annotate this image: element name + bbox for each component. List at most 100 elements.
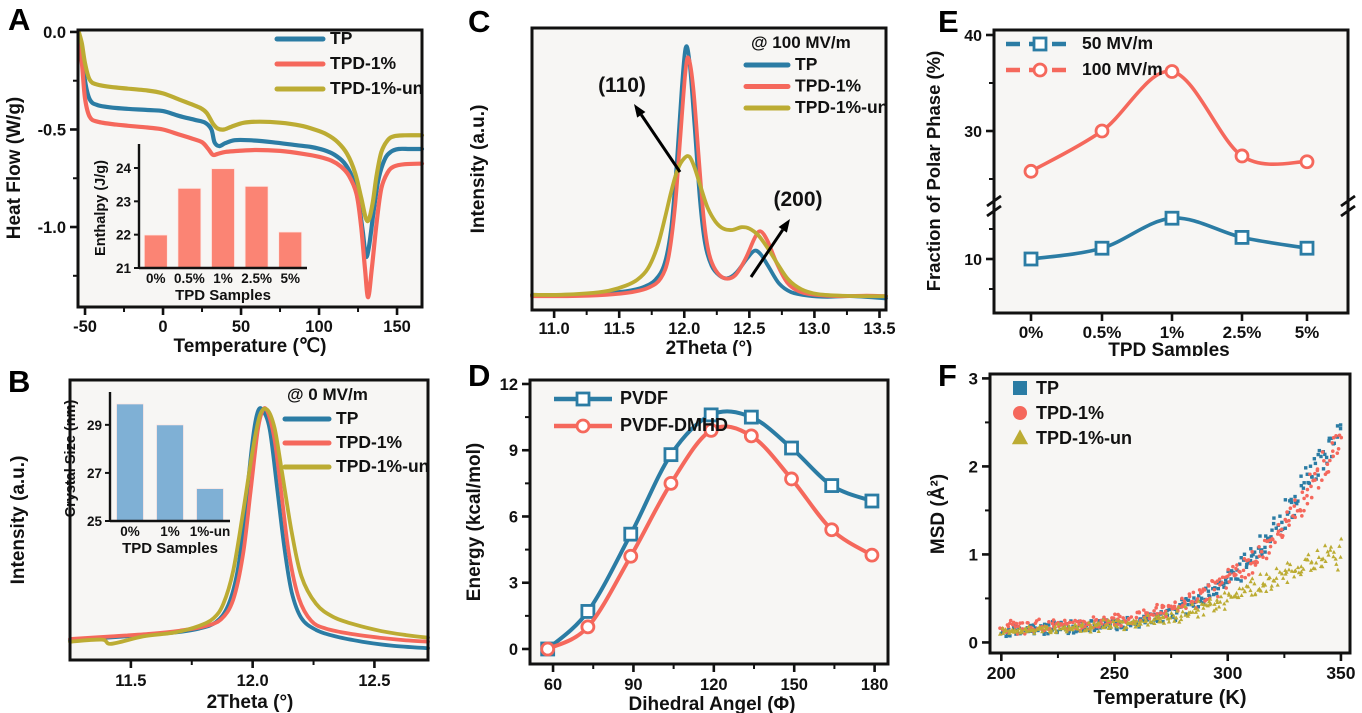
axis-break-mark — [986, 204, 1002, 218]
scatter-point — [1082, 620, 1087, 624]
scatter-point — [1111, 616, 1116, 620]
scatter-point — [1308, 567, 1313, 572]
scatter-point — [1102, 625, 1107, 630]
scatter-point — [1213, 606, 1219, 611]
scatter-point — [1283, 498, 1288, 502]
scatter-point — [1079, 623, 1085, 628]
marker-circle — [1164, 64, 1180, 79]
scatter-point — [1172, 618, 1177, 623]
scatter-point — [1218, 594, 1224, 599]
scatter-point — [1211, 586, 1215, 591]
scatter-point — [1255, 555, 1259, 559]
scatter-point — [1335, 451, 1340, 455]
y-tick-label: 0 — [969, 633, 978, 652]
scatter-point — [1031, 623, 1036, 627]
scatter-point — [1293, 568, 1298, 573]
x-tick-label: 150 — [780, 676, 808, 694]
inset-bar — [196, 488, 224, 522]
scatter-point — [1000, 631, 1006, 636]
x-tick-label: 150 — [383, 318, 411, 336]
scatter-point — [1216, 604, 1222, 609]
scatter-point — [1218, 599, 1223, 604]
scatter-point — [1267, 575, 1272, 580]
scatter-point — [1167, 607, 1171, 612]
legend-label: TP — [795, 54, 818, 74]
y-axis-label: Fraction of Polar Phase (%) — [923, 51, 944, 292]
y-tick-label: 30 — [964, 124, 982, 141]
scatter-point — [1222, 601, 1227, 606]
scatter-point — [1006, 624, 1011, 629]
scatter-point — [1182, 604, 1188, 608]
scatter-point — [1161, 620, 1165, 624]
scatter-point — [1289, 568, 1295, 573]
inset-y-tick-label: 25 — [87, 514, 103, 529]
inset-y-tick-label: 22 — [116, 228, 131, 243]
scatter-point — [1051, 618, 1056, 622]
scatter-point — [1007, 628, 1012, 633]
scatter-point — [1008, 618, 1013, 623]
scatter-point — [1292, 504, 1297, 508]
scatter-point — [1121, 616, 1125, 620]
scatter-point — [1161, 604, 1166, 609]
scatter-point — [1246, 572, 1251, 577]
scatter-point — [1285, 510, 1289, 514]
scatter-point — [1213, 586, 1217, 590]
scatter-point — [1121, 625, 1125, 629]
scatter-point — [1266, 536, 1270, 540]
scatter-point — [1142, 615, 1147, 620]
scatter-point — [1133, 624, 1138, 629]
scatter-point — [1339, 435, 1344, 440]
scatter-point — [1114, 621, 1118, 625]
legend-label: TPD-1% — [1036, 403, 1104, 423]
scatter-point — [1060, 622, 1065, 627]
scatter-point — [1325, 462, 1330, 467]
scatter-point — [1197, 588, 1202, 592]
scatter-point — [1239, 574, 1244, 579]
y-tick-label: 10 — [964, 252, 982, 269]
scatter-point — [1017, 626, 1022, 631]
scatter-point — [1289, 497, 1293, 502]
scatter-point — [1042, 623, 1047, 628]
scatter-point — [1249, 592, 1254, 597]
scatter-point — [1278, 514, 1282, 518]
scatter-point — [1169, 610, 1174, 615]
scatter-point — [1335, 567, 1341, 572]
scatter-point — [1177, 619, 1182, 624]
axis-break-mark — [1340, 194, 1356, 208]
scatter-point — [1196, 598, 1201, 603]
scatter-point — [1094, 617, 1099, 622]
inset-bar — [143, 234, 168, 269]
scatter-point — [1207, 584, 1211, 588]
scatter-point — [1012, 627, 1017, 632]
inset-bar — [116, 403, 144, 522]
scatter-point — [1316, 473, 1320, 477]
scatter-point — [1268, 544, 1273, 549]
scatter-point — [1040, 629, 1045, 634]
inset-x-axis-label: TPD Samples — [175, 287, 271, 304]
scatter-point — [1279, 527, 1284, 532]
marker-circle — [623, 548, 639, 564]
scatter-point — [1078, 628, 1083, 633]
scatter-point — [1007, 627, 1011, 632]
scatter-point — [1308, 472, 1312, 477]
scatter-point — [1316, 452, 1320, 457]
scatter-point — [1135, 623, 1141, 628]
legend-label: PVDF-DMHD — [620, 415, 728, 435]
scatter-point — [1280, 520, 1284, 525]
scatter-point — [1261, 581, 1266, 586]
scatter-point — [1151, 613, 1156, 617]
scatter-point — [1046, 631, 1050, 636]
y-axis-label: MSD (Å²) — [928, 474, 949, 554]
scatter-point — [1110, 619, 1116, 624]
marker-square — [1032, 36, 1048, 52]
scatter-point — [1193, 606, 1198, 611]
scatter-point — [1285, 560, 1290, 565]
scatter-point — [1008, 621, 1012, 626]
scatter-point — [1280, 533, 1285, 538]
scatter-point — [1281, 575, 1286, 580]
scatter-point — [1312, 566, 1318, 571]
scatter-point — [1112, 618, 1116, 622]
scatter-point — [1161, 615, 1166, 620]
scatter-point — [1243, 575, 1248, 580]
scatter-point — [1020, 621, 1025, 625]
